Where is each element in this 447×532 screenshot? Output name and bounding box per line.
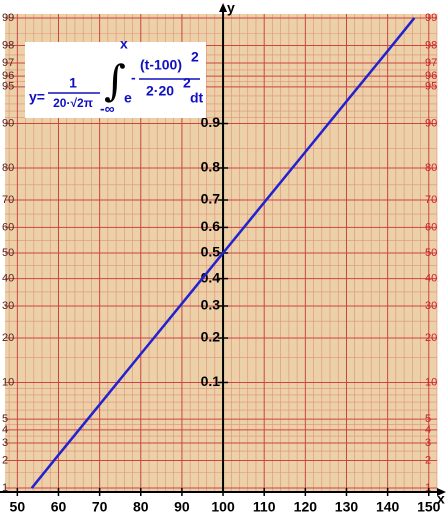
x-tick-label: 130 <box>335 499 359 515</box>
y-tick-label: 40 <box>2 273 14 285</box>
y-inner-tick-label: 0.8 <box>201 159 221 175</box>
y-tick-label-right: 96 <box>425 70 437 82</box>
formula-lhs: y= <box>29 89 45 105</box>
formula-exp-numerator: (t-100) <box>140 57 182 73</box>
y-tick-label-right: 70 <box>425 194 437 206</box>
y-tick-label-right: 97 <box>425 57 437 69</box>
y-tick-label-right: 3 <box>425 437 431 449</box>
x-tick-label: 120 <box>294 499 318 515</box>
formula-differential: dt <box>190 90 204 106</box>
x-tick-label: 70 <box>92 499 108 515</box>
y-tick-label-right: 98 <box>425 39 437 51</box>
y-inner-tick-label: 0.3 <box>201 297 221 313</box>
x-tick-label: 110 <box>253 499 276 515</box>
x-tick-label: 100 <box>211 499 235 515</box>
series-line <box>30 17 416 489</box>
y-tick-label: 70 <box>2 194 14 206</box>
y-tick-label: 1 <box>2 482 8 494</box>
y-tick-label: 4 <box>2 424 8 436</box>
formula: y= 1 20·√2π ∫ x -∞ e - (t-100) 2 2·20 2 … <box>25 36 206 118</box>
formula-denominator: 20·√2π <box>53 96 93 110</box>
y-tick-label: 60 <box>2 221 14 233</box>
formula-lower: -∞ <box>100 101 115 117</box>
formula-exp-numerator-power: 2 <box>191 49 199 65</box>
y-tick-label-right: 20 <box>425 332 437 344</box>
y-tick-label: 30 <box>2 300 14 312</box>
formula-base: e <box>124 90 132 106</box>
y-tick-label: 10 <box>2 376 14 388</box>
formula-upper: x <box>120 36 128 52</box>
y-tick-label-right: 50 <box>425 247 437 259</box>
y-tick-label-right: 30 <box>425 300 437 312</box>
y-tick-label-right: 95 <box>425 81 437 93</box>
y-axis-arrow <box>219 3 228 12</box>
integral-sign: ∫ <box>104 56 126 105</box>
y-tick-label-right: 5 <box>425 413 431 425</box>
y-tick-label: 96 <box>2 70 14 82</box>
y-tick-label-right: 2 <box>425 454 431 466</box>
y-inner-tick-label: 0.7 <box>201 191 221 207</box>
y-tick-label: 3 <box>2 437 8 449</box>
y-tick-label-right: 90 <box>425 117 437 129</box>
x-tick-label: 80 <box>133 499 149 515</box>
y-tick-label: 95 <box>2 81 14 93</box>
y-tick-label: 98 <box>2 39 14 51</box>
y-tick-label: 20 <box>2 332 14 344</box>
x-tick-label: 90 <box>174 499 190 515</box>
y-tick-label-right: 40 <box>425 273 437 285</box>
x-tick-label: 140 <box>376 499 400 515</box>
y-tick-label-right: 4 <box>425 424 431 436</box>
y-inner-tick-label: 0.6 <box>201 218 221 234</box>
y-tick-label: 90 <box>2 117 14 129</box>
y-inner-tick-label: 0.2 <box>201 329 221 345</box>
y-tick-label: 50 <box>2 247 14 259</box>
formula-exp-denominator-power: 2 <box>183 75 191 91</box>
y-tick-label-right: 10 <box>425 376 437 388</box>
formula-box <box>25 42 206 118</box>
y-axis-label: y <box>227 0 235 16</box>
y-tick-label-right: 60 <box>425 221 437 233</box>
y-tick-label: 97 <box>2 57 14 69</box>
y-tick-label-right: 80 <box>425 162 437 174</box>
y-tick-label: 80 <box>2 162 14 174</box>
y-tick-label: 5 <box>2 413 8 425</box>
formula-exp-denominator: 2·20 <box>146 83 174 99</box>
y-inner-tick-label: 0.9 <box>201 114 221 130</box>
x-tick-label: 50 <box>10 499 26 515</box>
y-tick-label-right: 99 <box>425 12 437 24</box>
y-tick-label: 2 <box>2 454 8 466</box>
y-inner-tick-label: 0.1 <box>201 373 221 389</box>
x-axis-arrow <box>437 488 446 496</box>
x-tick-label: 60 <box>51 499 67 515</box>
x-axis-label: x <box>437 491 445 507</box>
formula-numerator: 1 <box>69 75 77 91</box>
y-tick-label: 99 <box>2 12 14 24</box>
x-tick-label: 150 <box>417 499 441 515</box>
y-tick-label-right: 1 <box>425 482 431 494</box>
y-inner-tick-label: 0.5 <box>201 244 221 260</box>
formula-exp-sign: - <box>131 70 136 86</box>
